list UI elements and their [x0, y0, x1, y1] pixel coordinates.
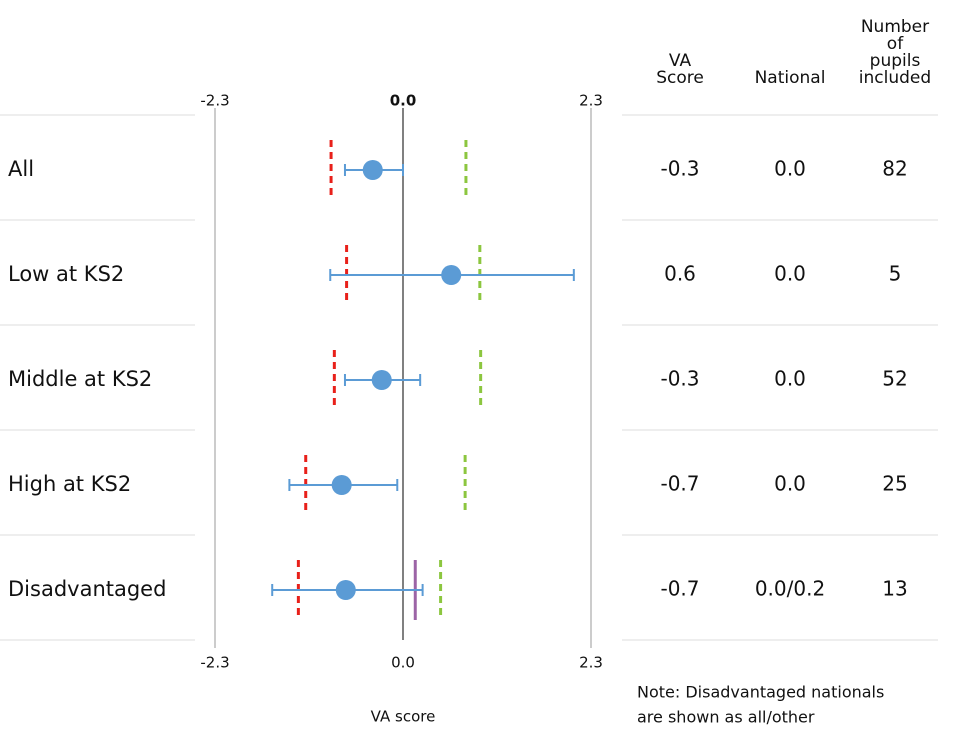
category-label: All [8, 157, 34, 181]
category-label: High at KS2 [8, 472, 131, 496]
estimate-dot [441, 265, 462, 285]
table-cell: 0.0 [774, 472, 806, 496]
x-tick-label: 0.0 [391, 654, 415, 672]
table-cell: -0.3 [660, 367, 699, 391]
x-tick-label: 2.3 [579, 654, 603, 672]
x-axis-label: VA score [371, 708, 436, 726]
column-header: pupils [870, 51, 921, 71]
table-cell: 25 [882, 472, 907, 496]
table-cell: -0.7 [660, 577, 699, 601]
table-cell: 0.0 [774, 157, 806, 181]
x-tick-label: -2.3 [200, 654, 229, 672]
x-tick-label-top: 2.3 [579, 92, 603, 110]
table-cell: 5 [889, 262, 902, 286]
table-cell: 0.0/0.2 [755, 577, 825, 601]
table-cell: -0.7 [660, 472, 699, 496]
column-header: National [755, 68, 826, 88]
column-header: of [887, 34, 904, 54]
estimate-dot [335, 580, 356, 600]
table-cell: 13 [882, 577, 907, 601]
table-cell: 52 [882, 367, 907, 391]
column-header: VA [669, 51, 692, 71]
category-label: Disadvantaged [8, 577, 166, 601]
column-header: Number [861, 17, 929, 37]
note: Note: Disadvantaged nationals [637, 683, 884, 702]
table-cell: 0.6 [664, 262, 696, 286]
estimate-dot [371, 370, 392, 390]
estimate-dot [331, 475, 352, 495]
note: are shown as all/other [637, 708, 815, 727]
category-label: Middle at KS2 [8, 367, 152, 391]
estimate-dot [362, 160, 383, 180]
table-cell: 0.0 [774, 367, 806, 391]
table-cell: -0.3 [660, 157, 699, 181]
table-cell: 82 [882, 157, 907, 181]
category-label: Low at KS2 [8, 262, 124, 286]
x-tick-label-top: -2.3 [200, 92, 229, 110]
column-header: included [859, 68, 931, 88]
x-tick-label-top: 0.0 [390, 92, 417, 110]
column-header: Score [656, 68, 704, 88]
table-cell: 0.0 [774, 262, 806, 286]
